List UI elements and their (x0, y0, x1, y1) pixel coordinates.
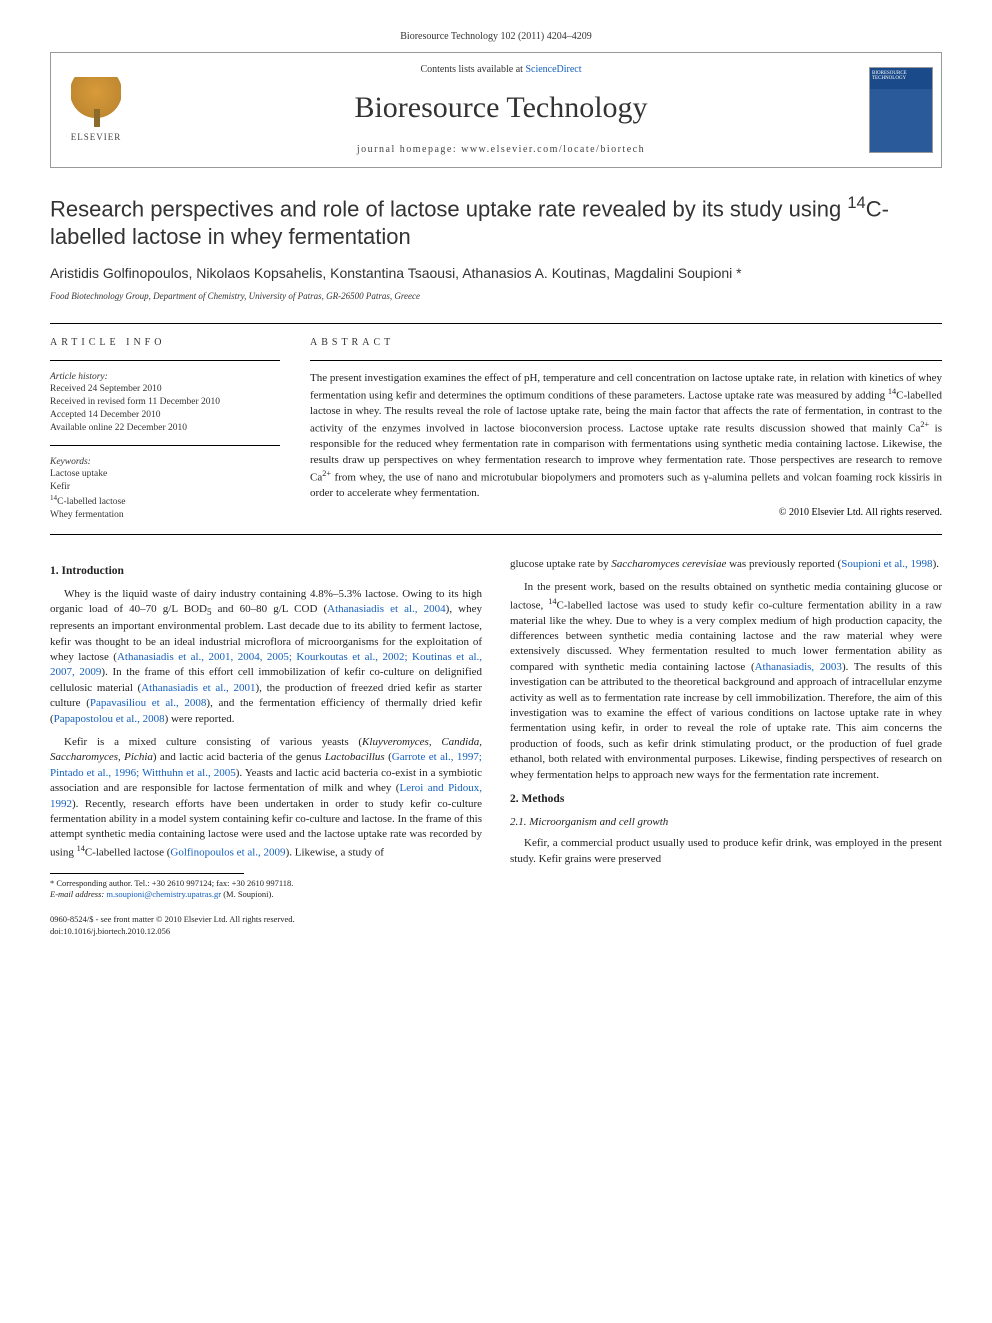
contents-available: Contents lists available at ScienceDirec… (420, 63, 581, 77)
keywords-block: Keywords: Lactose uptake Kefir 14C-label… (50, 456, 280, 522)
abstract-column: ABSTRACT The present investigation exami… (310, 336, 942, 522)
intro-continuation: glucose uptake rate by Saccharomyces cer… (510, 557, 942, 572)
keyword: 14C-labelled lactose (50, 494, 280, 509)
email-who: (M. Soupioni). (223, 889, 273, 899)
doi-block: 0960-8524/$ - see front matter © 2010 El… (50, 914, 482, 938)
methods-paragraph: Kefir, a commercial product usually used… (510, 836, 942, 867)
keyword: Whey fermentation (50, 509, 280, 522)
article-info-label: ARTICLE INFO (50, 336, 280, 350)
homepage-prefix: journal homepage: (357, 144, 461, 155)
methods-heading: 2. Methods (510, 791, 942, 807)
journal-homepage: journal homepage: www.elsevier.com/locat… (357, 143, 645, 157)
abstract-label: ABSTRACT (310, 336, 942, 350)
received-date: Received 24 September 2010 (50, 383, 280, 396)
cover-image (869, 67, 933, 153)
article-title: Research perspectives and role of lactos… (50, 193, 942, 250)
info-abstract-row: ARTICLE INFO Article history: Received 2… (50, 336, 942, 522)
intro-paragraph: Whey is the liquid waste of dairy indust… (50, 587, 482, 727)
keyword: Kefir (50, 481, 280, 494)
info-sep-1 (50, 360, 280, 361)
revised-date: Received in revised form 11 December 201… (50, 396, 280, 409)
cover-thumbnail (861, 53, 941, 167)
email-link[interactable]: m.soupioni@chemistry.upatras.gr (106, 889, 221, 899)
divider-bottom (50, 534, 942, 535)
article-info-column: ARTICLE INFO Article history: Received 2… (50, 336, 280, 522)
citation-line: Bioresource Technology 102 (2011) 4204–4… (50, 30, 942, 44)
sciencedirect-link[interactable]: ScienceDirect (525, 64, 581, 75)
header-center: Contents lists available at ScienceDirec… (141, 53, 861, 167)
journal-name: Bioresource Technology (354, 87, 647, 129)
elsevier-tree-icon (71, 77, 121, 127)
abstract-text: The present investigation examines the e… (310, 371, 942, 502)
body-columns: 1. Introduction Whey is the liquid waste… (50, 557, 942, 946)
corresponding-author-footnote: * Corresponding author. Tel.: +30 2610 9… (50, 878, 482, 900)
info-sep-2 (50, 445, 280, 446)
intro-paragraph: In the present work, based on the result… (510, 580, 942, 783)
front-matter-line: 0960-8524/$ - see front matter © 2010 El… (50, 914, 295, 924)
email-label: E-mail address: (50, 889, 104, 899)
contents-prefix: Contents lists available at (420, 64, 525, 75)
intro-heading: 1. Introduction (50, 563, 482, 579)
accepted-date: Accepted 14 December 2010 (50, 409, 280, 422)
keyword: Lactose uptake (50, 468, 280, 481)
affiliation: Food Biotechnology Group, Department of … (50, 290, 942, 303)
history-label: Article history: (50, 371, 280, 384)
elsevier-logo: ELSEVIER (51, 53, 141, 167)
authors: Aristidis Golfinopoulos, Nikolaos Kopsah… (50, 264, 942, 284)
intro-paragraph: Kefir is a mixed culture consisting of v… (50, 735, 482, 861)
keywords-label: Keywords: (50, 456, 280, 469)
elsevier-text: ELSEVIER (71, 131, 122, 144)
online-date: Available online 22 December 2010 (50, 422, 280, 435)
abstract-sep (310, 360, 942, 361)
corr-text: * Corresponding author. Tel.: +30 2610 9… (50, 878, 293, 888)
doi-line: doi:10.1016/j.biortech.2010.12.056 (50, 926, 170, 936)
divider-top (50, 323, 942, 324)
homepage-url[interactable]: www.elsevier.com/locate/biortech (461, 144, 645, 155)
journal-header: ELSEVIER Contents lists available at Sci… (50, 52, 942, 168)
footnote-separator (50, 873, 244, 874)
abstract-copyright: © 2010 Elsevier Ltd. All rights reserved… (310, 506, 942, 520)
article-history: Article history: Received 24 September 2… (50, 371, 280, 435)
methods-subheading: 2.1. Microorganism and cell growth (510, 815, 942, 830)
